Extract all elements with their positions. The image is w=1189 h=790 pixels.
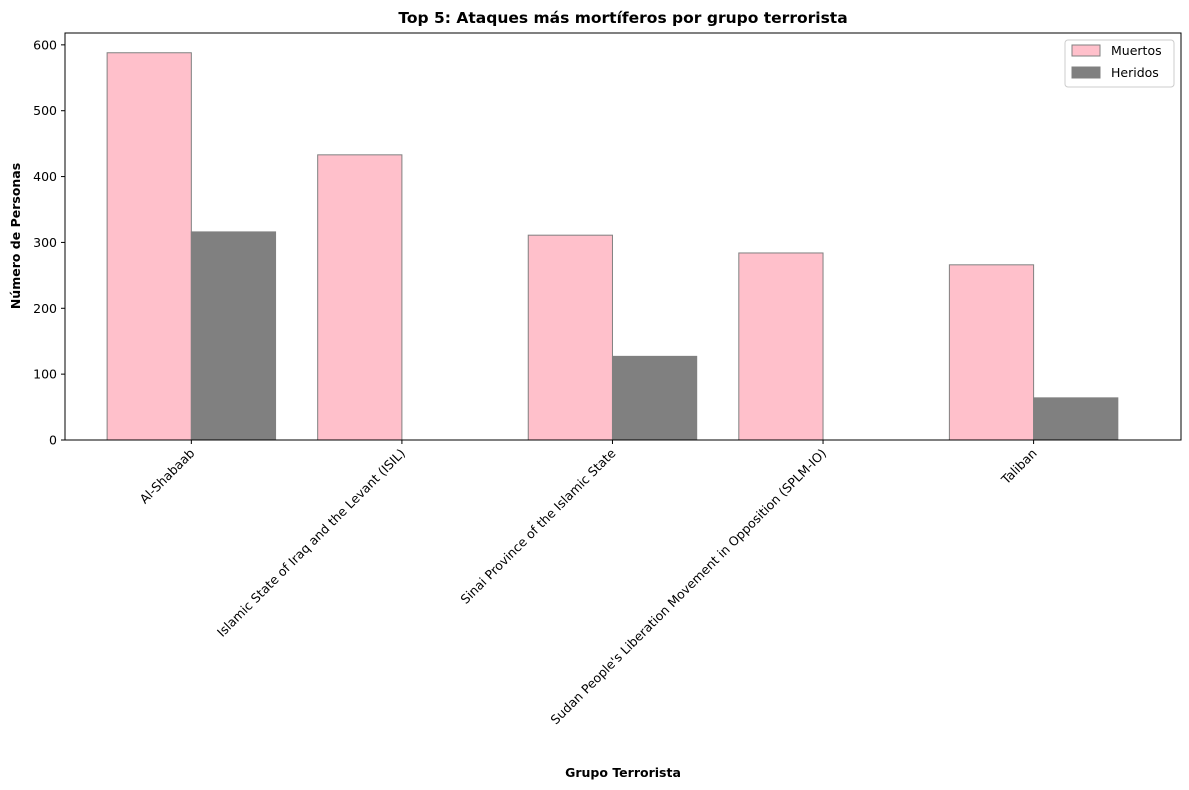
bar-muertos-islamic-state-of-iraq-and-the-levant-isil xyxy=(317,154,403,441)
bar-muertos-sinai-province-of-the-islamic-state xyxy=(527,234,613,441)
chart-title: Top 5: Ataques más mortíferos por grupo … xyxy=(398,9,847,27)
legend-label-muertos: Muertos xyxy=(1111,43,1162,58)
x-tick-label-sinai-province-of-the-islamic-state: Sinai Province of the Islamic State xyxy=(457,445,618,606)
y-tick-label-0: 0 xyxy=(49,433,57,448)
x-tick-label-al-shabaab: Al-Shabaab xyxy=(136,445,197,506)
bars-group xyxy=(106,52,1119,441)
legend-swatch-heridos xyxy=(1071,66,1101,79)
x-tick-label-sudan-people-s-liberation-movement-in-opposition-splm-io: Sudan People's Liberation Movement in Op… xyxy=(547,446,829,728)
x-tick-label-islamic-state-of-iraq-and-the-levant-isil: Islamic State of Iraq and the Levant (IS… xyxy=(214,446,408,640)
bar-heridos-taliban xyxy=(1033,397,1119,441)
legend: Muertos Heridos xyxy=(1064,39,1175,88)
x-axis-label: Grupo Terrorista xyxy=(565,765,681,780)
y-tick-label-600: 600 xyxy=(33,37,57,52)
bar-muertos-sudan-people-s-liberation-movement-in-opposition-splm-io xyxy=(738,252,824,441)
x-axis: Al-Shabaab Islamic State of Iraq and the … xyxy=(136,440,1040,728)
bar-heridos-al-shabaab xyxy=(190,231,277,441)
y-tick-label-500: 500 xyxy=(33,103,57,118)
y-tick-label-200: 200 xyxy=(33,301,57,316)
bar-muertos-al-shabaab xyxy=(106,52,192,441)
x-tick-label-taliban: Taliban xyxy=(998,446,1040,488)
y-tick-label-100: 100 xyxy=(33,367,57,382)
plot-frame xyxy=(64,32,1182,441)
bar-heridos-sinai-province-of-the-islamic-state xyxy=(611,355,698,441)
y-tick-label-300: 300 xyxy=(33,235,57,250)
y-tick-label-400: 400 xyxy=(33,169,57,184)
legend-swatch-muertos xyxy=(1071,44,1101,57)
bar-muertos-taliban xyxy=(948,264,1035,441)
y-axis-label: Número de Personas xyxy=(8,163,23,309)
y-axis: 0 100 200 300 400 500 600 xyxy=(33,37,65,448)
legend-label-heridos: Heridos xyxy=(1111,65,1159,80)
